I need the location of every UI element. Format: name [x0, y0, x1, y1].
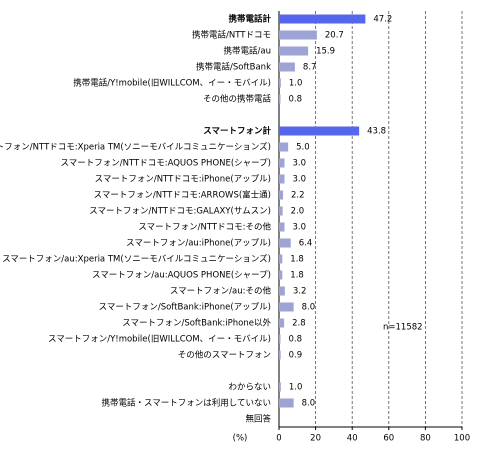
y-tick-label: スマートフォン/SoftBank:iPhone以外 [122, 318, 271, 329]
y-tick-label: スマートフォン/au:その他 [170, 286, 272, 297]
bar [279, 78, 281, 88]
bar [279, 206, 283, 216]
value-label: 6.4 [299, 239, 313, 249]
x-tick-label: 80 [420, 434, 431, 444]
bar [279, 238, 291, 248]
y-tick-label: 携帯電話/NTTドコモ [192, 30, 271, 41]
bar [279, 286, 285, 296]
value-label: 8.0 [302, 399, 316, 409]
bar [279, 30, 317, 40]
y-tick-label: その他の携帯電話 [203, 94, 272, 105]
y-tick-label: スマートフォン/NTTドコモ:GALAXY(サムスン) [89, 207, 271, 217]
x-tick-label: 60 [383, 434, 394, 444]
bar [279, 142, 289, 152]
value-label: 1.0 [289, 383, 303, 393]
value-label: 20.7 [325, 31, 344, 41]
x-tick-label: 100 [454, 434, 470, 444]
y-tick-label: スマートフォン/au:AQUOS PHONE(シャープ) [92, 271, 271, 281]
value-label: 8.7 [303, 63, 317, 73]
value-label: 3.0 [292, 159, 306, 169]
bar [279, 190, 284, 200]
bar [279, 158, 285, 168]
value-label: 1.8 [290, 271, 304, 281]
y-tick-label: スマートフォン/au:iPhone(アップル) [126, 239, 271, 249]
value-label: 1.0 [289, 79, 303, 89]
value-label: 2.0 [291, 207, 305, 217]
value-label: 43.8 [367, 127, 386, 137]
y-tick-label: 携帯電話・スマートフォンは利用していない [102, 398, 272, 409]
value-label: 47.2 [373, 15, 392, 25]
y-tick-label: 携帯電話計 [228, 14, 271, 25]
value-label: 15.9 [316, 47, 335, 57]
y-tick-label: 携帯電話/au [224, 46, 271, 57]
y-tick-label: スマートフォン/NTTドコモ:AQUOS PHONE(シャープ) [61, 159, 272, 169]
value-label: 2.2 [291, 191, 305, 201]
bar [279, 62, 295, 72]
y-tick-label: スマートフォン/NTTドコモ:Xperia TM(ソニーモバイルコミュニケーショ… [0, 142, 271, 153]
bar [279, 318, 285, 328]
x-tick-label: 20 [310, 434, 321, 444]
y-tick-label: 携帯電話/SoftBank [196, 62, 271, 73]
value-label: 5.0 [296, 143, 310, 153]
bar [279, 398, 294, 408]
y-tick-label: スマートフォン/NTTドコモ:ARROWS(富士通) [94, 190, 271, 201]
bar [279, 270, 283, 280]
x-axis-label: (%) [233, 434, 248, 444]
y-tick-label: スマートフォン計 [203, 126, 271, 137]
y-tick-label: スマートフォン/NTTドコモ:その他 [138, 222, 271, 233]
bar [279, 174, 285, 184]
bar [279, 302, 294, 312]
bar [279, 46, 309, 56]
value-label: 0.8 [288, 335, 302, 345]
annotation: n=11582 [383, 323, 423, 333]
y-tick-label: スマートフォン/au:Xperia TM(ソニーモバイルコミュニケーションズ) [2, 254, 271, 265]
value-label: 3.0 [292, 223, 306, 233]
bar [279, 126, 360, 136]
value-label: 3.2 [293, 287, 307, 297]
bar [279, 222, 285, 232]
value-label: 2.8 [292, 319, 306, 329]
bar [279, 334, 281, 344]
y-tick-label: スマートフォン/Y!mobile(旧WILLCOM、イー・モバイル) [48, 335, 271, 345]
value-label: 1.8 [290, 255, 304, 265]
bar [279, 254, 283, 264]
bar [279, 350, 281, 360]
y-tick-label: スマートフォン/SoftBank:iPhone(アップル) [99, 303, 271, 313]
value-label: 8.0 [302, 303, 316, 313]
y-tick-label: スマートフォン/NTTドコモ:iPhone(アップル) [95, 175, 271, 185]
bar [279, 94, 281, 104]
bar [279, 14, 366, 24]
y-tick-label: わからない [228, 383, 271, 393]
x-tick-label: 40 [347, 434, 358, 444]
y-tick-label: 無回答 [245, 414, 271, 425]
y-tick-label: 携帯電話/Y!mobile(旧WILLCOM、イー・モバイル) [73, 78, 271, 89]
value-label: 0.9 [289, 351, 303, 361]
x-tick-label: 0 [276, 434, 281, 444]
value-label: 3.0 [292, 175, 306, 185]
bar [279, 382, 281, 392]
y-tick-label: その他のスマートフォン [178, 350, 271, 361]
value-label: 0.8 [288, 95, 302, 105]
